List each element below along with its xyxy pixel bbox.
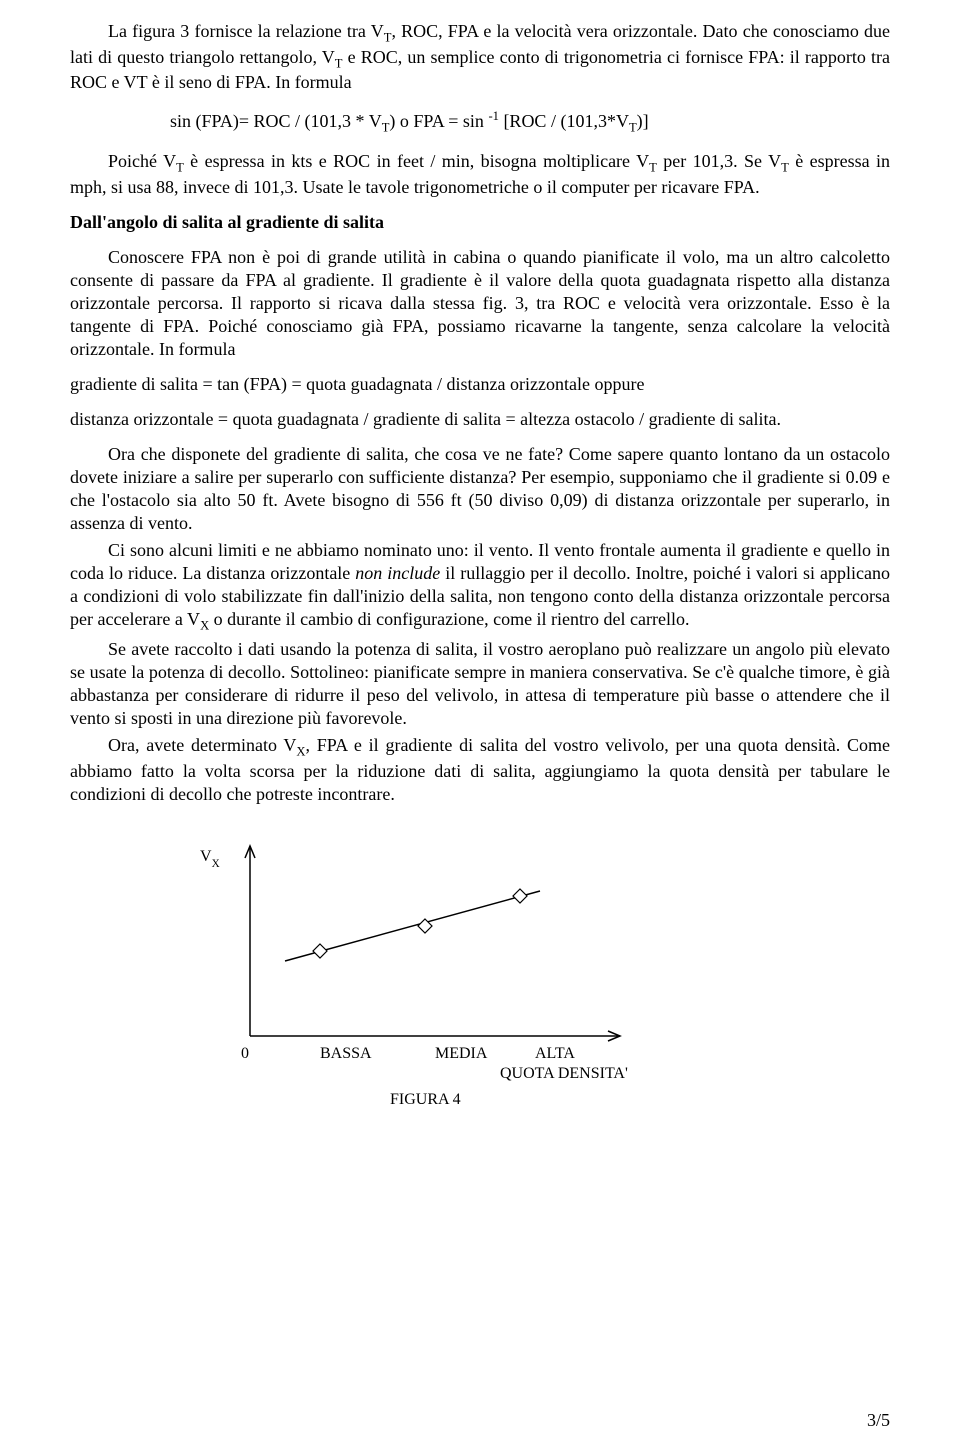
svg-text:0: 0 — [241, 1045, 249, 1062]
document-page: La figura 3 fornisce la relazione tra V T… — [0, 0, 960, 1451]
italic-text: non include — [355, 563, 440, 583]
text: per 101,3. Se V — [657, 151, 781, 171]
subscript: T — [335, 56, 343, 70]
text: o durante il cambio di configurazione, c… — [209, 609, 689, 629]
svg-text:MEDIA: MEDIA — [435, 1045, 488, 1062]
paragraph-2: Poiché VT è espressa in kts e ROC in fee… — [70, 150, 890, 199]
subscript: T — [649, 161, 657, 175]
section-heading: Dall'angolo di salita al gradiente di sa… — [70, 211, 890, 234]
subscript: T — [629, 121, 637, 135]
formula-line-3: distanza orizzontale = quota guadagnata … — [70, 408, 890, 431]
svg-text:BASSA: BASSA — [320, 1045, 372, 1062]
svg-text:ALTA: ALTA — [535, 1045, 575, 1062]
subscript: T — [176, 161, 184, 175]
text: è espressa in kts e ROC in feet / min, b… — [184, 151, 649, 171]
paragraph-1: La figura 3 fornisce la relazione tra V T… — [70, 20, 890, 94]
svg-text:QUOTA DENSITA': QUOTA DENSITA' — [500, 1065, 628, 1082]
text: [ROC / (101,3*V — [499, 111, 629, 131]
chart-svg: VX 0 BASSA MEDIA ALTA QUOTA DENSITA' FIGURA 4 — [190, 836, 690, 1116]
formula-line-2: gradiente di salita = tan (FPA) = quota … — [70, 373, 890, 396]
svg-text:FIGURA 4: FIGURA 4 — [390, 1091, 461, 1108]
text: Ora, avete determinato V — [108, 735, 296, 755]
subscript: X — [200, 619, 209, 633]
text: La figura 3 fornisce la relazione tra V — [108, 21, 384, 41]
subscript: T — [781, 161, 789, 175]
text: )] — [637, 111, 649, 131]
paragraph-3: Conoscere FPA non è poi di grande utilit… — [70, 246, 890, 361]
page-number: 3/5 — [867, 1410, 890, 1431]
text: ) o FPA = sin — [389, 111, 488, 131]
figure-4: VX 0 BASSA MEDIA ALTA QUOTA DENSITA' FIGURA 4 — [190, 836, 690, 1121]
text: sin (FPA)= ROC / (101,3 * V — [170, 111, 382, 131]
paragraph-7: Ci sono alcuni limiti e ne abbiamo nomin… — [70, 539, 890, 634]
superscript: -1 — [488, 109, 499, 123]
paragraph-6: Ora che disponete del gradiente di salit… — [70, 443, 890, 535]
svg-text:VX: VX — [200, 848, 220, 870]
text: Poiché V — [108, 151, 176, 171]
subscript: X — [296, 745, 305, 759]
formula-1: sin (FPA)= ROC / (101,3 * V T ) o FPA = si… — [170, 108, 890, 136]
paragraph-9: Ora, avete determinato VX, FPA e il grad… — [70, 734, 890, 806]
paragraph-8: Se avete raccolto i dati usando la poten… — [70, 638, 890, 730]
